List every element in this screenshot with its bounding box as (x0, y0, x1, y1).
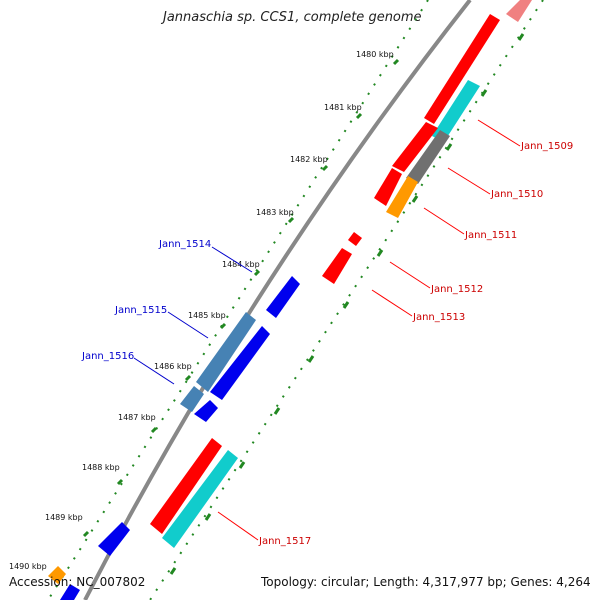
gene-label[interactable]: Jann_1517 (258, 536, 311, 547)
kbp-tick (355, 112, 363, 120)
gene-arrow[interactable] (348, 232, 362, 246)
gene-label[interactable]: Jann_1514 (158, 239, 211, 250)
gene-label[interactable]: Jann_1516 (81, 351, 134, 362)
outer-tick-track (149, 0, 544, 600)
gene-label[interactable]: Jann_1513 (412, 312, 465, 323)
gene-arrow[interactable] (266, 276, 300, 318)
gene-arrow[interactable] (194, 400, 218, 422)
accession-text: Accession: NC_007802 (9, 575, 146, 589)
gene-label[interactable]: Jann_1515 (114, 305, 167, 316)
gene-label[interactable]: Jann_1509 (520, 141, 573, 152)
genome-summary-text: Topology: circular; Length: 4,317,977 bp… (261, 575, 591, 589)
genome-backbone (83, 0, 472, 600)
kbp-label: 1490 kbp (9, 562, 47, 571)
gene-arrow[interactable] (162, 450, 238, 548)
kbp-label: 1482 kbp (290, 155, 328, 164)
kbp-label: 1483 kbp (256, 208, 294, 217)
gene-arrow[interactable] (506, 0, 532, 22)
gene-arrow[interactable] (180, 386, 204, 412)
kbp-tick (150, 426, 158, 434)
outer-ruler-marks (169, 33, 525, 575)
kbp-label: 1487 kbp (118, 413, 156, 422)
kbp-label: 1486 kbp (154, 362, 192, 371)
gene-arrow[interactable] (374, 168, 402, 206)
kbp-label: 1489 kbp (45, 513, 83, 522)
reverse-features (48, 276, 300, 600)
kbp-tick (116, 478, 124, 486)
gene-arrow[interactable] (424, 14, 500, 124)
gene-label[interactable]: Jann_1511 (464, 230, 517, 241)
kbp-label: 1480 kbp (356, 50, 394, 59)
kbp-tick (392, 58, 400, 66)
gene-arrow[interactable] (386, 176, 418, 218)
gene-arrow[interactable] (48, 566, 66, 584)
kbp-tick (253, 269, 261, 277)
gene-label[interactable]: Jann_1512 (430, 284, 483, 295)
kbp-tick (321, 164, 329, 172)
gene-arrow[interactable] (432, 80, 480, 142)
gene-arrow[interactable] (98, 522, 130, 556)
kbp-tick (184, 374, 192, 382)
map-title: Jannaschia sp. CCS1, complete genome (163, 10, 422, 25)
gene-arrow[interactable] (322, 248, 352, 284)
gene-arrow[interactable] (406, 130, 450, 184)
gene-arrow[interactable] (392, 122, 438, 172)
kbp-label: 1485 kbp (188, 311, 226, 320)
gene-arrow[interactable] (196, 312, 256, 392)
forward-features (150, 0, 532, 548)
kbp-label: 1481 kbp (324, 103, 362, 112)
inner-tick-track (47, 0, 429, 600)
kbp-ruler: 1480 kbp 1481 kbp 1482 kbp 1483 kbp 1484… (9, 50, 400, 571)
gene-arrow[interactable] (60, 584, 80, 600)
kbp-tick (287, 216, 295, 224)
kbp-tick (82, 530, 90, 538)
gene-label[interactable]: Jann_1510 (490, 189, 543, 200)
gene-arrow[interactable] (150, 438, 222, 534)
kbp-tick (219, 322, 227, 330)
kbp-label: 1488 kbp (82, 463, 120, 472)
gene-arrow[interactable] (210, 326, 270, 400)
callout-lines (133, 119, 521, 541)
gene-labels: Jann_1509 Jann_1510 Jann_1511 Jann_1512 … (81, 141, 573, 547)
